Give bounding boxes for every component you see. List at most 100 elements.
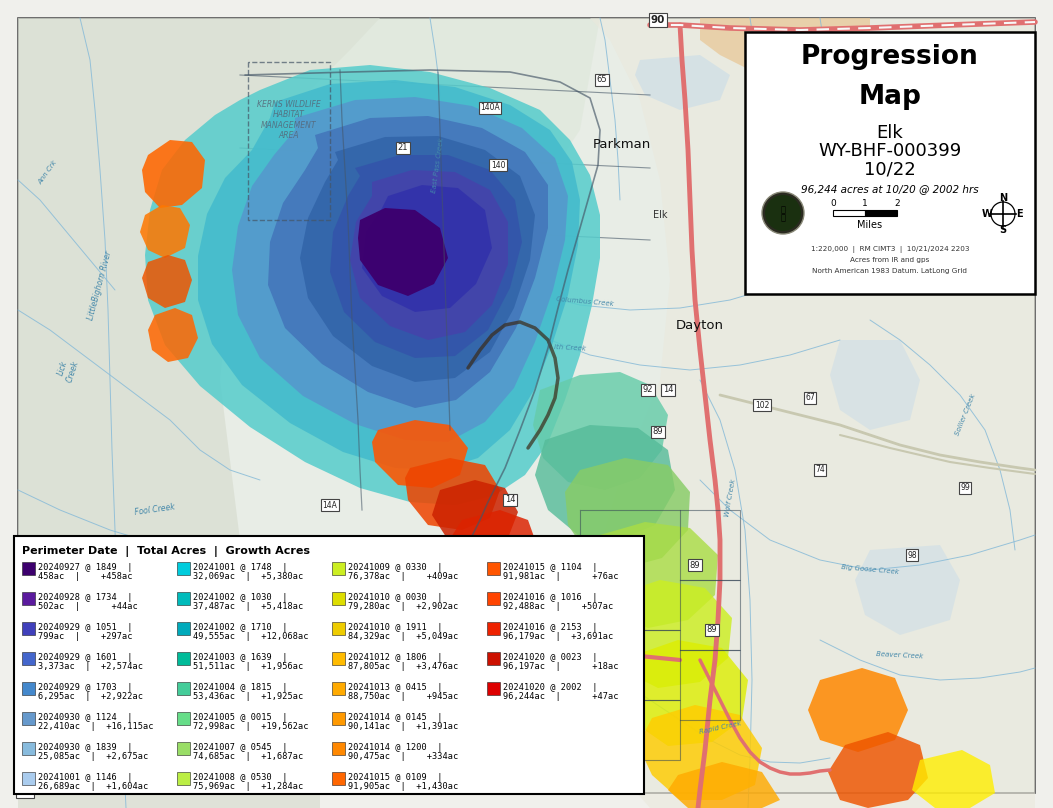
- Text: Fool Creek: Fool Creek: [135, 503, 176, 517]
- Text: 6,295ac  |  +2,922ac: 6,295ac | +2,922ac: [38, 692, 143, 701]
- Text: 20240928 @ 1734  |: 20240928 @ 1734 |: [38, 592, 133, 601]
- Circle shape: [762, 192, 804, 234]
- Polygon shape: [830, 340, 920, 430]
- Text: 10/22: 10/22: [865, 160, 916, 178]
- Bar: [22, 682, 35, 695]
- Text: LittleBighorn River: LittleBighorn River: [86, 250, 114, 321]
- Bar: [332, 652, 345, 665]
- Text: 87,805ac  |  +3,476ac: 87,805ac | +3,476ac: [347, 662, 458, 671]
- Bar: [14, 536, 644, 794]
- Polygon shape: [362, 185, 492, 312]
- Text: 65: 65: [597, 75, 608, 85]
- Text: 92,488ac  |    +507ac: 92,488ac | +507ac: [503, 602, 613, 611]
- Text: 92: 92: [642, 385, 653, 394]
- Text: 20241016 @ 2153  |: 20241016 @ 2153 |: [503, 622, 597, 632]
- Circle shape: [764, 195, 801, 231]
- Polygon shape: [148, 308, 198, 362]
- Text: 89: 89: [653, 427, 663, 436]
- Text: 53,436ac  |  +1,925ac: 53,436ac | +1,925ac: [193, 692, 303, 701]
- Bar: [332, 622, 345, 635]
- Text: Elk: Elk: [653, 210, 668, 220]
- Text: Wolf Creek: Wolf Creek: [723, 478, 736, 517]
- Bar: [22, 592, 35, 605]
- Text: 140A: 140A: [480, 103, 500, 112]
- Bar: [22, 712, 35, 725]
- Text: 1: 1: [862, 200, 868, 208]
- Polygon shape: [269, 116, 548, 408]
- Text: 14A: 14A: [18, 788, 33, 797]
- Bar: [22, 742, 35, 755]
- Text: 20241020 @ 2002  |: 20241020 @ 2002 |: [503, 683, 597, 692]
- Polygon shape: [635, 55, 730, 110]
- Polygon shape: [142, 140, 205, 208]
- Text: Sollier Creek: Sollier Creek: [954, 393, 976, 436]
- Polygon shape: [300, 136, 535, 382]
- Text: 20241004 @ 1815  |: 20241004 @ 1815 |: [193, 683, 287, 692]
- Bar: [177, 652, 190, 665]
- Text: 20241003 @ 1639  |: 20241003 @ 1639 |: [193, 653, 287, 662]
- Bar: [332, 592, 345, 605]
- Text: 88,750ac  |    +945ac: 88,750ac | +945ac: [347, 692, 458, 701]
- Text: North American 1983 Datum. LatLong Grid: North American 1983 Datum. LatLong Grid: [813, 268, 968, 274]
- Text: Perimeter Date  |  Total Acres  |  Growth Acres: Perimeter Date | Total Acres | Growth Ac…: [22, 546, 310, 557]
- Text: 96,244ac  |      +47ac: 96,244ac | +47ac: [503, 692, 618, 701]
- Polygon shape: [405, 458, 500, 530]
- Text: 20240929 @ 1601  |: 20240929 @ 1601 |: [38, 653, 133, 662]
- Bar: [486, 622, 500, 635]
- Bar: [177, 682, 190, 695]
- Polygon shape: [912, 750, 995, 808]
- Text: KERNS WILDLIFE
HABITAT
MANAGEMENT
AREA: KERNS WILDLIFE HABITAT MANAGEMENT AREA: [257, 100, 321, 141]
- Polygon shape: [372, 420, 468, 488]
- Polygon shape: [565, 458, 690, 568]
- Text: 90,475ac  |    +334ac: 90,475ac | +334ac: [347, 752, 458, 761]
- Bar: [22, 772, 35, 785]
- Polygon shape: [198, 80, 580, 470]
- Bar: [486, 682, 500, 695]
- Polygon shape: [668, 762, 780, 808]
- Text: S: S: [999, 225, 1007, 235]
- Bar: [486, 652, 500, 665]
- Text: 96,244 acres at 10/20 @ 2002 hrs: 96,244 acres at 10/20 @ 2002 hrs: [801, 184, 979, 194]
- Text: Parkman: Parkman: [593, 138, 651, 152]
- Polygon shape: [142, 255, 192, 308]
- Text: 502ac  |      +44ac: 502ac | +44ac: [38, 602, 138, 611]
- Text: 20241016 @ 1016  |: 20241016 @ 1016 |: [503, 592, 597, 601]
- Text: 20240927 @ 1849  |: 20240927 @ 1849 |: [38, 562, 133, 571]
- Text: 20241005 @ 0015  |: 20241005 @ 0015 |: [193, 713, 287, 722]
- Text: 20241007 @ 0545  |: 20241007 @ 0545 |: [193, 743, 287, 751]
- Text: 3,373ac  |  +2,574ac: 3,373ac | +2,574ac: [38, 662, 143, 671]
- Text: 91,981ac  |      +76ac: 91,981ac | +76ac: [503, 572, 618, 581]
- Text: 20241001 @ 1146  |: 20241001 @ 1146 |: [38, 772, 133, 781]
- Text: WY-BHF-000399: WY-BHF-000399: [818, 142, 961, 160]
- Text: Rapid Creek: Rapid Creek: [698, 721, 741, 735]
- Polygon shape: [145, 65, 600, 505]
- Polygon shape: [330, 155, 522, 358]
- Text: 20241015 @ 0109  |: 20241015 @ 0109 |: [347, 772, 442, 781]
- Text: 98: 98: [877, 273, 887, 283]
- Text: Map: Map: [858, 84, 921, 110]
- Bar: [486, 592, 500, 605]
- Text: 32,069ac  |  +5,380ac: 32,069ac | +5,380ac: [193, 572, 303, 581]
- Text: 67: 67: [806, 393, 815, 402]
- Polygon shape: [18, 18, 380, 808]
- Bar: [177, 562, 190, 575]
- Text: 102: 102: [755, 401, 769, 410]
- Bar: [177, 742, 190, 755]
- Text: Progression: Progression: [801, 44, 979, 70]
- Bar: [332, 712, 345, 725]
- Text: 20241001 @ 1748  |: 20241001 @ 1748 |: [193, 562, 287, 571]
- Polygon shape: [638, 705, 762, 800]
- Text: 20240930 @ 1839  |: 20240930 @ 1839 |: [38, 743, 133, 751]
- Text: 14: 14: [504, 495, 515, 504]
- Text: East Pass Creek: East Pass Creek: [431, 137, 444, 193]
- Text: 20241008 @ 0530  |: 20241008 @ 0530 |: [193, 772, 287, 781]
- Text: 20241010 @ 0030  |: 20241010 @ 0030 |: [347, 592, 442, 601]
- Polygon shape: [140, 205, 190, 258]
- Text: Miles: Miles: [857, 220, 882, 230]
- Polygon shape: [535, 425, 675, 540]
- Text: Acres from IR and gps: Acres from IR and gps: [851, 257, 930, 263]
- Text: 20241012 @ 1806  |: 20241012 @ 1806 |: [347, 653, 442, 662]
- Bar: [22, 652, 35, 665]
- Text: 91,905ac  |  +1,430ac: 91,905ac | +1,430ac: [347, 782, 458, 791]
- Polygon shape: [350, 170, 508, 340]
